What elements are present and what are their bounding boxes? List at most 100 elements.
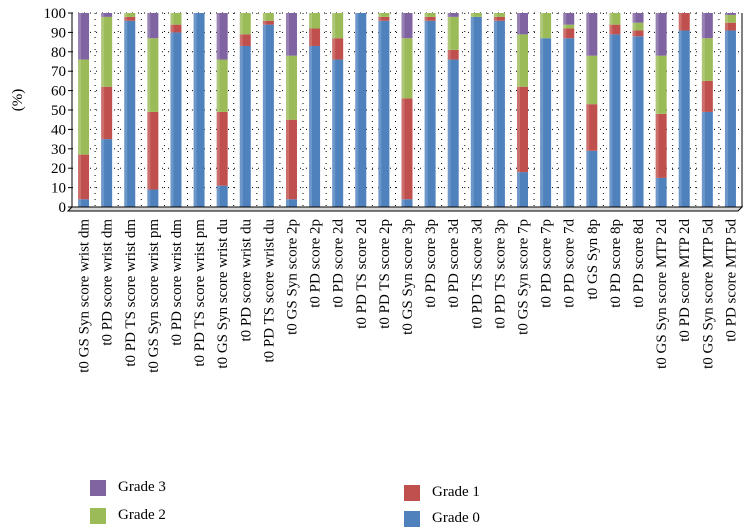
bar-highlight bbox=[262, 20, 266, 25]
bar-highlight bbox=[447, 13, 451, 17]
x-tick-label: t0 PD TS score 3p bbox=[492, 219, 508, 329]
bar-segment-grade-1 bbox=[632, 30, 644, 37]
bar-highlight bbox=[101, 13, 105, 17]
bar-segment-grade-2 bbox=[701, 38, 713, 81]
bar-segment-grade-0 bbox=[632, 36, 644, 207]
bar-highlight bbox=[262, 13, 266, 21]
x-tick-label: t0 PD score 3p bbox=[423, 219, 439, 308]
bar-highlight bbox=[239, 34, 243, 46]
bar-segment-grade-1 bbox=[378, 16, 390, 21]
bar-segment-grade-0 bbox=[447, 59, 459, 208]
bar-highlight bbox=[586, 55, 590, 105]
bar-highlight bbox=[309, 13, 313, 29]
bar-highlight bbox=[493, 20, 497, 208]
legend-label: Grade 0 bbox=[432, 510, 480, 526]
bar-segment-grade-1 bbox=[170, 24, 182, 33]
bar-segment-grade-0 bbox=[517, 172, 529, 207]
bar-segment-grade-2 bbox=[147, 38, 159, 112]
bar-highlight bbox=[401, 199, 405, 207]
bar-segment-grade-2 bbox=[309, 13, 321, 29]
bar-highlight bbox=[724, 14, 728, 23]
bar-segment-grade-3 bbox=[101, 13, 113, 17]
bar-segment-grade-0 bbox=[124, 20, 136, 208]
bar-segment-grade-2 bbox=[216, 59, 228, 112]
bar-highlight bbox=[563, 24, 567, 29]
bar-segment-grade-2 bbox=[262, 13, 274, 21]
x-tick-label: t0 PD score 8p bbox=[608, 219, 624, 308]
bar-highlight bbox=[78, 199, 82, 207]
legend-swatch bbox=[404, 484, 420, 501]
bar-highlight bbox=[147, 189, 151, 207]
x-tick-label: t0 PD TS score 2p bbox=[377, 219, 393, 329]
bar-highlight bbox=[401, 13, 405, 39]
x-tick-label: t0 GS Syn score MTP 2d bbox=[654, 219, 670, 369]
bar-segment-grade-1 bbox=[262, 20, 274, 25]
bar-segment-grade-0 bbox=[563, 38, 575, 207]
bar-highlight bbox=[216, 111, 220, 186]
bar-segment-grade-1 bbox=[285, 119, 297, 200]
bar-highlight bbox=[378, 16, 382, 21]
bar-highlight bbox=[309, 45, 313, 208]
bar-highlight bbox=[563, 13, 567, 25]
bar-highlight bbox=[170, 32, 174, 208]
bar-highlight bbox=[332, 38, 336, 60]
bar-highlight bbox=[285, 13, 289, 56]
bar-highlight bbox=[586, 13, 590, 56]
bar-segment-grade-0 bbox=[170, 32, 182, 208]
x-tick-label: t0 PD score MTP 2d bbox=[677, 219, 693, 342]
bar-segment-grade-2 bbox=[470, 13, 482, 17]
bar-segment-grade-2 bbox=[586, 55, 598, 105]
bar-segment-grade-0 bbox=[309, 45, 321, 208]
bar-highlight bbox=[193, 13, 197, 207]
bar-segment-grade-3 bbox=[216, 13, 228, 60]
bar-highlight bbox=[447, 49, 451, 60]
bar-segment-grade-0 bbox=[470, 16, 482, 207]
bar-segment-grade-3 bbox=[655, 13, 667, 56]
x-tick-label: t0 PD score wrist dm bbox=[169, 219, 185, 346]
x-tick-label: t0 PD score 7d bbox=[562, 219, 578, 308]
bar-highlight bbox=[147, 38, 151, 112]
bar-segment-grade-3 bbox=[447, 13, 459, 17]
bar-segment-grade-0 bbox=[424, 20, 436, 208]
legend-swatch bbox=[404, 510, 420, 527]
bar-highlight bbox=[216, 185, 220, 207]
legend-label: Grade 2 bbox=[118, 507, 166, 523]
bar-highlight bbox=[101, 86, 105, 140]
bar-segment-grade-1 bbox=[493, 16, 505, 21]
x-tick-label: t0 PD score 2p bbox=[308, 219, 324, 308]
bar-highlight bbox=[701, 38, 705, 81]
bar-segment-grade-0 bbox=[332, 59, 344, 208]
bar-segment-grade-1 bbox=[563, 28, 575, 39]
bar-highlight bbox=[609, 13, 613, 25]
chart-floor bbox=[66, 206, 744, 212]
bar-highlight bbox=[332, 13, 336, 39]
bar-highlight bbox=[678, 30, 682, 208]
x-tick-label: t0 GS Syn score 7p bbox=[516, 219, 532, 335]
bar-highlight bbox=[655, 177, 659, 207]
bar-segment-grade-1 bbox=[517, 86, 529, 173]
bar-segment-grade-2 bbox=[632, 22, 644, 31]
x-tick-label: t0 GS Syn score 2p bbox=[284, 219, 300, 335]
bar-highlight bbox=[517, 172, 521, 207]
bar-segment-grade-3 bbox=[78, 13, 90, 60]
bar-segment-grade-2 bbox=[378, 13, 390, 17]
y-tick-label: 30 bbox=[51, 142, 66, 158]
bar-highlight bbox=[540, 13, 544, 39]
x-tick-label: t0 GS Syn score 3p bbox=[400, 219, 416, 335]
bar-highlight bbox=[493, 13, 497, 17]
bar-segment-grade-0 bbox=[540, 38, 552, 207]
bar-highlight bbox=[170, 13, 174, 25]
bar-segment-grade-3 bbox=[701, 13, 713, 39]
bar-highlight bbox=[170, 24, 174, 33]
bar-segment-grade-1 bbox=[239, 34, 251, 46]
bar-highlight bbox=[517, 34, 521, 87]
bar-segment-grade-2 bbox=[101, 16, 113, 87]
bar-highlight bbox=[216, 13, 220, 60]
bar-segment-grade-2 bbox=[655, 55, 667, 114]
bar-highlight bbox=[724, 22, 728, 31]
bar-highlight bbox=[285, 199, 289, 207]
y-tick-label: 100 bbox=[44, 6, 67, 22]
x-tick-label: t0 PD TS score wrist dm bbox=[123, 219, 139, 367]
bar-segment-grade-2 bbox=[447, 16, 459, 50]
y-tick-label: 70 bbox=[51, 64, 66, 80]
